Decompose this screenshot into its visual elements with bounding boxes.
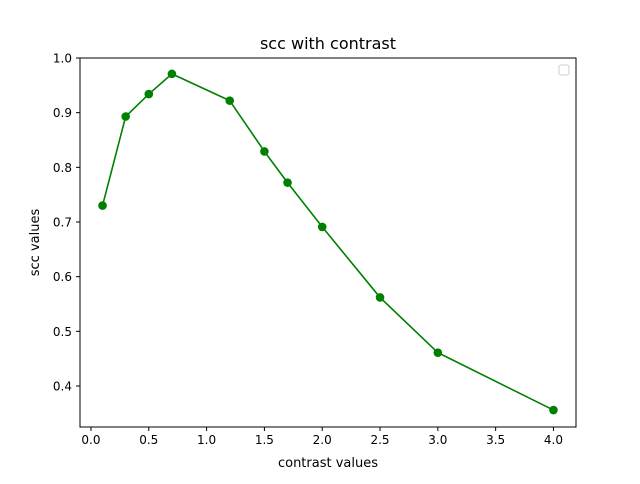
data-point xyxy=(549,405,558,415)
x-tick-label: 3.5 xyxy=(486,433,505,447)
chart-title: scc with contrast xyxy=(260,34,396,53)
y-tick-label: 0.8 xyxy=(53,161,72,175)
axes-frame xyxy=(79,57,577,428)
data-point xyxy=(375,293,385,302)
data-point xyxy=(317,222,327,232)
data-point xyxy=(167,69,177,79)
x-tick-label: 2.0 xyxy=(313,433,332,447)
legend-box xyxy=(558,64,570,76)
y-tick-label: 0.5 xyxy=(53,325,72,339)
x-tick-label: 0.0 xyxy=(81,433,100,447)
y-tick-label: 0.6 xyxy=(53,270,72,284)
x-tick-label: 3.0 xyxy=(428,433,447,447)
data-point xyxy=(98,201,107,210)
data-point xyxy=(260,147,269,156)
data-point xyxy=(283,178,292,187)
data-point xyxy=(144,89,154,99)
x-tick-label: 4.0 xyxy=(544,433,563,447)
x-tick-label: 2.5 xyxy=(370,433,389,447)
data-point xyxy=(225,96,235,105)
x-tick-label: 1.5 xyxy=(255,433,274,447)
x-axis-label: contrast values xyxy=(278,456,378,471)
y-tick-label: 0.7 xyxy=(53,216,72,230)
y-tick-label: 0.9 xyxy=(53,106,72,120)
x-tick-label: 0.5 xyxy=(139,433,158,447)
data-point xyxy=(433,348,443,357)
x-tick-label: 1.0 xyxy=(197,433,216,447)
y-tick-label: 1.0 xyxy=(53,52,72,66)
data-point xyxy=(121,112,130,121)
y-tick-label: 0.4 xyxy=(53,380,72,394)
y-axis-label: scc values xyxy=(28,209,43,277)
